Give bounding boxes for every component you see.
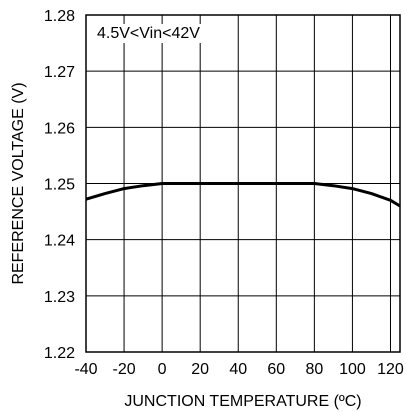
x-tick-label: 100 — [339, 361, 366, 378]
x-tick-label: 0 — [158, 361, 167, 378]
y-tick-labels: 1.22 1.23 1.24 1.25 1.26 1.27 1.28 — [44, 8, 75, 362]
x-tick-label: 80 — [305, 361, 323, 378]
plot-frame — [85, 14, 401, 353]
y-tick-label: 1.27 — [44, 64, 75, 81]
y-tick-label: 1.28 — [44, 8, 75, 25]
y-axis-label: REFERENCE VOLTAGE (V) — [10, 82, 27, 284]
x-axis-label: JUNCTION TEMPERATURE (ºC) — [124, 393, 361, 410]
condition-annotation: 4.5V<Vin<42V — [97, 25, 200, 42]
series-layer — [85, 182, 401, 208]
y-tick-label: 1.25 — [44, 177, 75, 194]
annotation-background — [95, 24, 203, 43]
x-tick-label: 60 — [267, 361, 285, 378]
x-tick-label: 20 — [191, 361, 209, 378]
y-tick-label: 1.24 — [44, 233, 75, 250]
y-tick-label: 1.26 — [44, 120, 75, 137]
x-tick-label: -20 — [112, 361, 135, 378]
y-tick-label: 1.23 — [44, 289, 75, 306]
x-tick-label: 120 — [377, 361, 404, 378]
x-tick-labels: -40 -20 0 20 40 60 80 100 120 — [74, 361, 403, 378]
series-line-0 — [85, 182, 401, 208]
y-tick-label: 1.22 — [44, 345, 75, 362]
x-tick-label: 40 — [229, 361, 247, 378]
x-tick-label: -40 — [74, 361, 97, 378]
